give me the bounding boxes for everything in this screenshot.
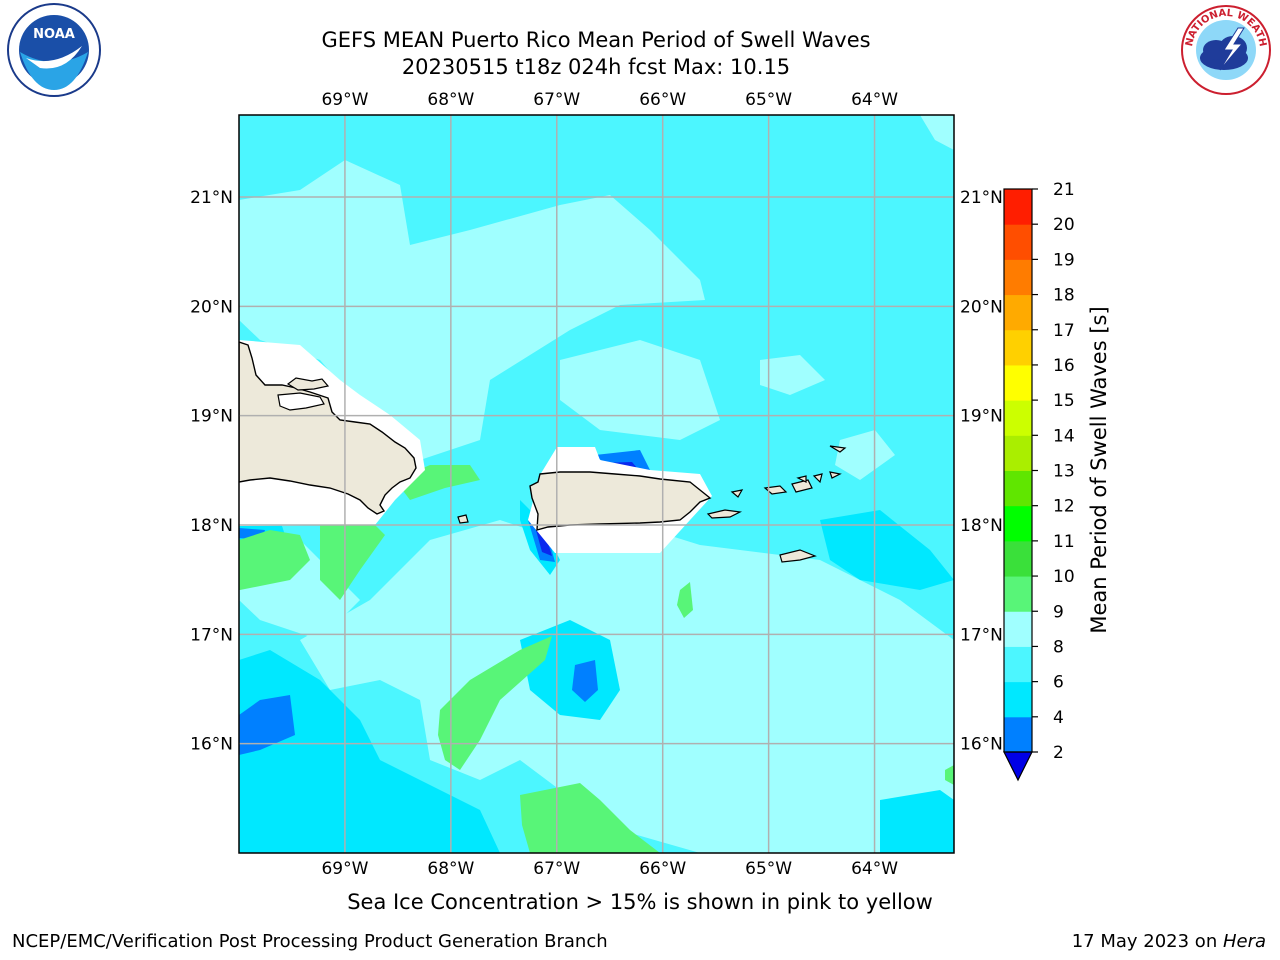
colorbar-tick-label: 6 <box>1053 673 1064 693</box>
colorbar-tick-label: 12 <box>1053 497 1075 517</box>
colorbar-tick-label: 18 <box>1053 286 1075 306</box>
noaa-logo-text: NOAA <box>33 27 75 42</box>
lon-tick-label-bottom: 65°W <box>745 859 792 879</box>
colorbar-tick-label: 13 <box>1053 462 1075 482</box>
land-samana <box>286 377 330 391</box>
colorbar-tick-label: 11 <box>1053 532 1075 552</box>
colorbar-swatch <box>1004 189 1032 225</box>
land-hispaniola-inlet <box>277 392 325 411</box>
land-vieques <box>706 509 743 519</box>
colorbar: 2 4 6 8 9 10 11 12 13 14 15 16 17 18 19 20 21 <box>1003 180 1075 782</box>
swell-period-contours-8-9 <box>239 115 954 853</box>
lon-tick-label-top: 69°W <box>321 90 368 110</box>
chart-title: GEFS MEAN Puerto Rico Mean Period of Swe… <box>321 28 871 52</box>
lat-tick-label-left: 16°N <box>190 735 233 755</box>
colorbar-swatch <box>1004 470 1032 507</box>
footer-credit: NCEP/EMC/Verification Post Processing Pr… <box>12 931 608 952</box>
land-hispaniola <box>239 341 417 515</box>
colorbar-tick-label: 2 <box>1053 743 1064 763</box>
lat-tick-label-right: 21°N <box>960 188 1003 208</box>
nws-logo: NATIONAL WEATHER SERVICE <box>1180 4 1271 95</box>
colorbar-swatch <box>1004 259 1032 296</box>
lon-tick-label-top: 68°W <box>427 90 474 110</box>
lon-tick-label-bottom: 67°W <box>533 859 580 879</box>
colorbar-swatch <box>1004 224 1032 260</box>
colorbar-tick-label: 21 <box>1053 180 1075 200</box>
chart-subtitle: 20230515 t18z 024h fcst Max: 10.15 <box>401 55 791 79</box>
colorbar-swatch <box>1004 364 1032 401</box>
sea-ice-caption: Sea Ice Concentration > 15% is shown in … <box>347 890 933 914</box>
lon-tick-label-top: 66°W <box>639 90 686 110</box>
colorbar-under-triangle <box>1003 751 1033 782</box>
lat-tick-label-left: 21°N <box>190 188 233 208</box>
colorbar-tick-label: 8 <box>1053 637 1064 657</box>
lon-tick-label-top: 65°W <box>745 90 792 110</box>
colorbar-tick-label: 16 <box>1053 356 1075 376</box>
colorbar-swatch <box>1004 646 1032 683</box>
lon-tick-label-top: 64°W <box>851 90 898 110</box>
lat-tick-label-right: 20°N <box>960 297 1003 317</box>
footer-machine: Hera <box>1222 931 1266 952</box>
lat-tick-label-right: 17°N <box>960 625 1003 645</box>
footer-date-text: 17 May 2023 on <box>1071 931 1223 952</box>
colorbar-tick-label: 17 <box>1053 321 1075 341</box>
colorbar-swatch <box>1004 681 1032 718</box>
colorbar-tick-label: 19 <box>1053 250 1075 270</box>
colorbar-tick-label: 9 <box>1053 602 1064 622</box>
colorbar-swatch <box>1004 435 1032 471</box>
map-plot-area <box>239 115 954 853</box>
lon-tick-label-bottom: 68°W <box>427 859 474 879</box>
lat-tick-label-right: 18°N <box>960 516 1003 536</box>
colorbar-swatch <box>1004 505 1032 542</box>
lat-tick-label-right: 16°N <box>960 735 1003 755</box>
lat-tick-label-left: 20°N <box>190 297 233 317</box>
land-virgin-islands <box>763 445 847 563</box>
footer-date: 17 May 2023 on Hera <box>1072 931 1266 952</box>
colorbar-swatch <box>1004 611 1032 647</box>
swell-period-contours-4-6 <box>239 376 650 755</box>
swell-period-contours-9-10 <box>239 465 954 853</box>
noaa-logo: NOAA <box>7 3 101 97</box>
colorbar-swatch <box>1004 716 1032 753</box>
colorbar-swatch <box>1004 294 1032 331</box>
colorbar-swatch <box>1004 329 1032 366</box>
lat-tick-label-left: 17°N <box>190 625 233 645</box>
land-mona-island <box>457 514 469 524</box>
colorbar-tick-label: 20 <box>1053 215 1075 235</box>
lat-tick-label-right: 19°N <box>960 407 1003 427</box>
lat-tick-label-left: 18°N <box>190 516 233 536</box>
lat-tick-label-left: 19°N <box>190 407 233 427</box>
colorbar-swatch <box>1004 576 1032 612</box>
land-puerto-rico <box>529 471 712 531</box>
colorbar-swatch <box>1004 400 1032 436</box>
axis-labels: 69°W 69°W 68°W 68°W 67°W 67°W 66°W 66°W 65°W 65°W… <box>190 90 1003 879</box>
map-frame <box>238 114 955 854</box>
lon-tick-label-bottom: 69°W <box>321 859 368 879</box>
colorbar-tick-label: 14 <box>1053 426 1075 446</box>
colorbar-tick-label: 15 <box>1053 391 1075 411</box>
colorbar-label: Mean Period of Swell Waves [s] <box>1087 306 1111 633</box>
lon-tick-label-bottom: 64°W <box>851 859 898 879</box>
colorbar-swatch <box>1004 540 1032 577</box>
gridlines <box>239 115 954 853</box>
colorbar-tick-label: 4 <box>1053 708 1064 728</box>
lon-tick-label-top: 67°W <box>533 90 580 110</box>
land-culebra <box>730 489 744 498</box>
lon-tick-label-bottom: 66°W <box>639 859 686 879</box>
colorbar-tick-label: 10 <box>1053 567 1075 587</box>
